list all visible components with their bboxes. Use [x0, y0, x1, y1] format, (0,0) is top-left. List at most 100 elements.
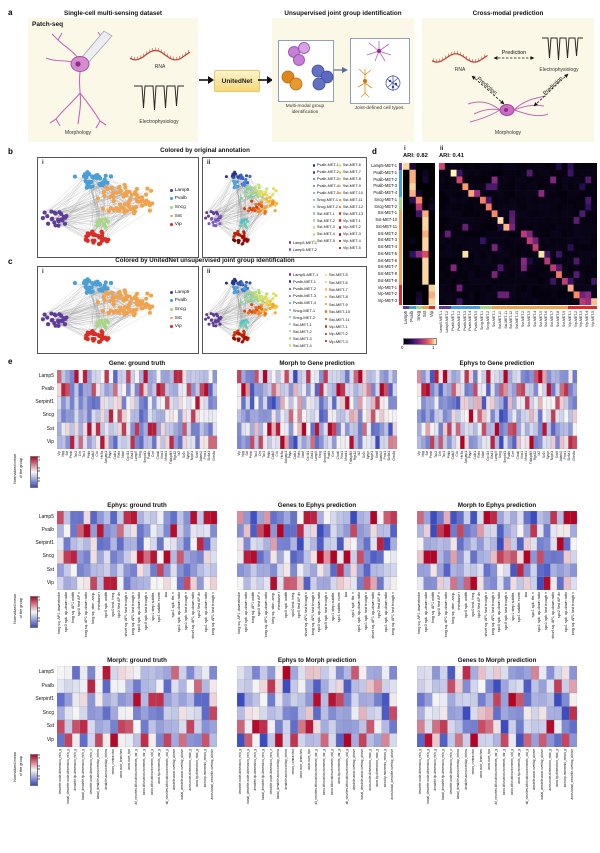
legend-label: Sst-MET-10: [328, 309, 351, 315]
legend-dot: [339, 233, 342, 236]
feature-label: spc0 spk. fast trough v: [323, 592, 328, 630]
legend-label: Sncg-MET-1: [292, 307, 316, 313]
feature-label: axon.bifurcation.moments_std_y: [509, 749, 514, 795]
legend-dot: [339, 164, 342, 167]
legend-item: Vip-MET-4: [339, 238, 365, 245]
feature-label: tau: [343, 592, 348, 598]
heatmap-ticks-morph-2: dendrite.node.dimension_min_y basal_dendr…: [417, 749, 577, 804]
legend-label: Sst-MET-2: [292, 328, 312, 334]
feature-label: dendrite.tip.dimension_min_y: [253, 749, 258, 791]
feature-label: all_neurites.bifurcation.moments_var_y: [134, 749, 139, 805]
tick-cell: basal_dendrite.axon.overlap_above: [359, 749, 367, 800]
feature-label: spc0 first AP dv: [297, 592, 302, 619]
tick-cell: long sq. AP1 downstroke: [237, 592, 244, 634]
legend-dot: [339, 219, 342, 222]
feature-label: Sncg: [318, 451, 323, 459]
tick-cell: Grin3a: [572, 451, 576, 461]
legend-label: Vip-MET-2: [342, 225, 361, 230]
row-strip-cell: [399, 250, 402, 258]
feature-label: dendrite.axon.overlap_below: [463, 749, 468, 790]
legend-item: Vip: [170, 322, 189, 331]
heatmap-ticks-ephys-0: long sq. AP1 downstroke spc0 spk. up-down…: [57, 592, 217, 639]
col-strip-cell: [532, 306, 539, 309]
feature-label: axon.bifurcation.moments_var_y: [321, 749, 326, 796]
col-strip-cell: [515, 306, 522, 309]
network-graph-c-i: [40, 277, 155, 345]
feature-label: spc0 spk. up-down ratio: [317, 592, 322, 633]
legend-dot: [170, 223, 173, 227]
confusion-row-label: Lamp5-MET-1: [371, 163, 397, 168]
rna-caption: RNA: [154, 64, 166, 70]
feature-label: axon.tip.dimension_max_y: [195, 749, 200, 787]
col-strip-cell: [444, 306, 451, 309]
feature-label: axon.basal_dendrite.overlap_above: [210, 749, 215, 800]
legend-item: Sst-MET-6: [325, 278, 361, 285]
legend-dot: [289, 323, 292, 326]
tick-cell: axon.num_branches: [478, 749, 486, 778]
tick-cell: dendrite.axon.overlap_below: [283, 749, 291, 790]
legend-item: Sst-MET-8: [325, 293, 361, 300]
legend-label: Lamp5-MET-2: [292, 247, 317, 252]
legend-dot: [170, 214, 173, 218]
tick-cell: basal_dendrite.axon.overlap_below: [275, 749, 283, 799]
feature-label: spc0 first AP v: [437, 592, 442, 616]
heatmap-row-labels-ephys: Lamp5 Pvalb Serpinf1 Sncg Sst Vip: [20, 511, 54, 590]
legend-label: Vip: [174, 324, 182, 330]
tick-cell: long sq. AP1 up-down ratio: [444, 592, 451, 637]
row-strip-cell: [399, 298, 402, 306]
feature-label: Nxph1: [550, 451, 555, 461]
tick-cell: axon.tip.moments_var_y: [156, 749, 164, 784]
tick-cell: spc1 spk. up-down ratio: [177, 592, 184, 632]
legend-label: Sncg-MET-1: [316, 197, 338, 202]
panel-a-prediction-title: Cross-modal prediction: [472, 10, 544, 17]
legend-item: Vip-MET-3: [325, 338, 361, 345]
legend-label: Sst-MET-6: [328, 279, 348, 285]
tick-cell: spc1 spk. fast trough v: [363, 592, 370, 630]
feature-label: axon.tip.moments_var_y: [517, 749, 522, 784]
feature-label: Cort: [331, 451, 336, 458]
feature-label: all_neurites.bifurcation.moments_std_y: [524, 749, 529, 805]
feature-label: Penk: [429, 451, 434, 459]
feature-label: Slc6a1: [207, 451, 212, 461]
tick-cell: long sq. AP1 fast trough v: [490, 592, 497, 635]
feature-label: spc1 spk. up-down ratio: [563, 592, 568, 633]
feature-label: Slc6a1: [387, 451, 392, 461]
tick-cell: spc1 step subthr.: [510, 592, 517, 621]
feature-label: spc1 spk. up-down ratio: [357, 592, 362, 633]
panel-d-sub-ii: ii: [440, 146, 444, 152]
tick-cell: axon.tip.moments_var_y: [516, 749, 524, 784]
panel-a-group-title: Unsupervised joint group identification: [284, 10, 402, 17]
feature-label: axon.tip.moments_mean_y: [382, 749, 387, 788]
feature-label: spc0 spk. up-down ratio: [424, 592, 429, 633]
confusion-row-label: Sst-MET-2: [377, 230, 397, 236]
heatmap-row-label: Sst: [46, 425, 54, 432]
tick-cell: all_neurites.bifurcation.moments_var_y: [133, 749, 141, 804]
panel-c-sub-ii: ii: [207, 269, 211, 275]
feature-label: rheobase i: [457, 592, 462, 610]
colorbar-label-line1: Normalized mean: [13, 454, 17, 484]
feature-label: Slc6a1: [567, 451, 572, 461]
feature-label: axon.tip.moments_var_y: [337, 749, 342, 784]
legend-dot: [170, 325, 173, 329]
legend-item: Vip-MET-2: [325, 330, 361, 337]
legend-label: Pvalb-MET-1: [292, 279, 317, 285]
feature-label: basal_dendrite.tip.dimension_min_y: [441, 749, 446, 800]
heatmap-ephys-0: [57, 511, 217, 590]
tick-cell: axon.basal_dendrite.overlap_above: [209, 749, 217, 800]
feature-label: dendrite.tip.dimension_min_y: [433, 749, 438, 791]
feature-label: dendrite.node.dimension_min_y: [58, 749, 63, 795]
legend-label: Lamp5-MET-1: [292, 272, 319, 278]
legend-column: Lamp5-MET-1 Pvalb-MET-1 Pvalb-MET-2 Pvalb-M…: [289, 271, 325, 349]
feature-label: tau: [523, 592, 528, 598]
feature-label: long sq. stim. amp.: [450, 592, 455, 624]
panel-b-label: b: [8, 147, 13, 156]
colorbar-ephys: Normalized mean of the group 1.0 0.5 0.0: [12, 594, 56, 636]
feature-label: long sq. AP1 downstroke: [57, 592, 62, 634]
tick-cell: spc2 first AP dv: [557, 592, 564, 618]
confusion-col-label: Vip-MET-1: [567, 311, 572, 327]
legend-dot: [339, 171, 342, 174]
legend-label: Vip: [174, 222, 182, 228]
feature-label: basal_dendrite.axon.overlap_below: [96, 749, 101, 800]
tick-cell: dendrite.axon.overlap_below: [463, 749, 471, 790]
heatmap-gene-1: [237, 370, 397, 449]
